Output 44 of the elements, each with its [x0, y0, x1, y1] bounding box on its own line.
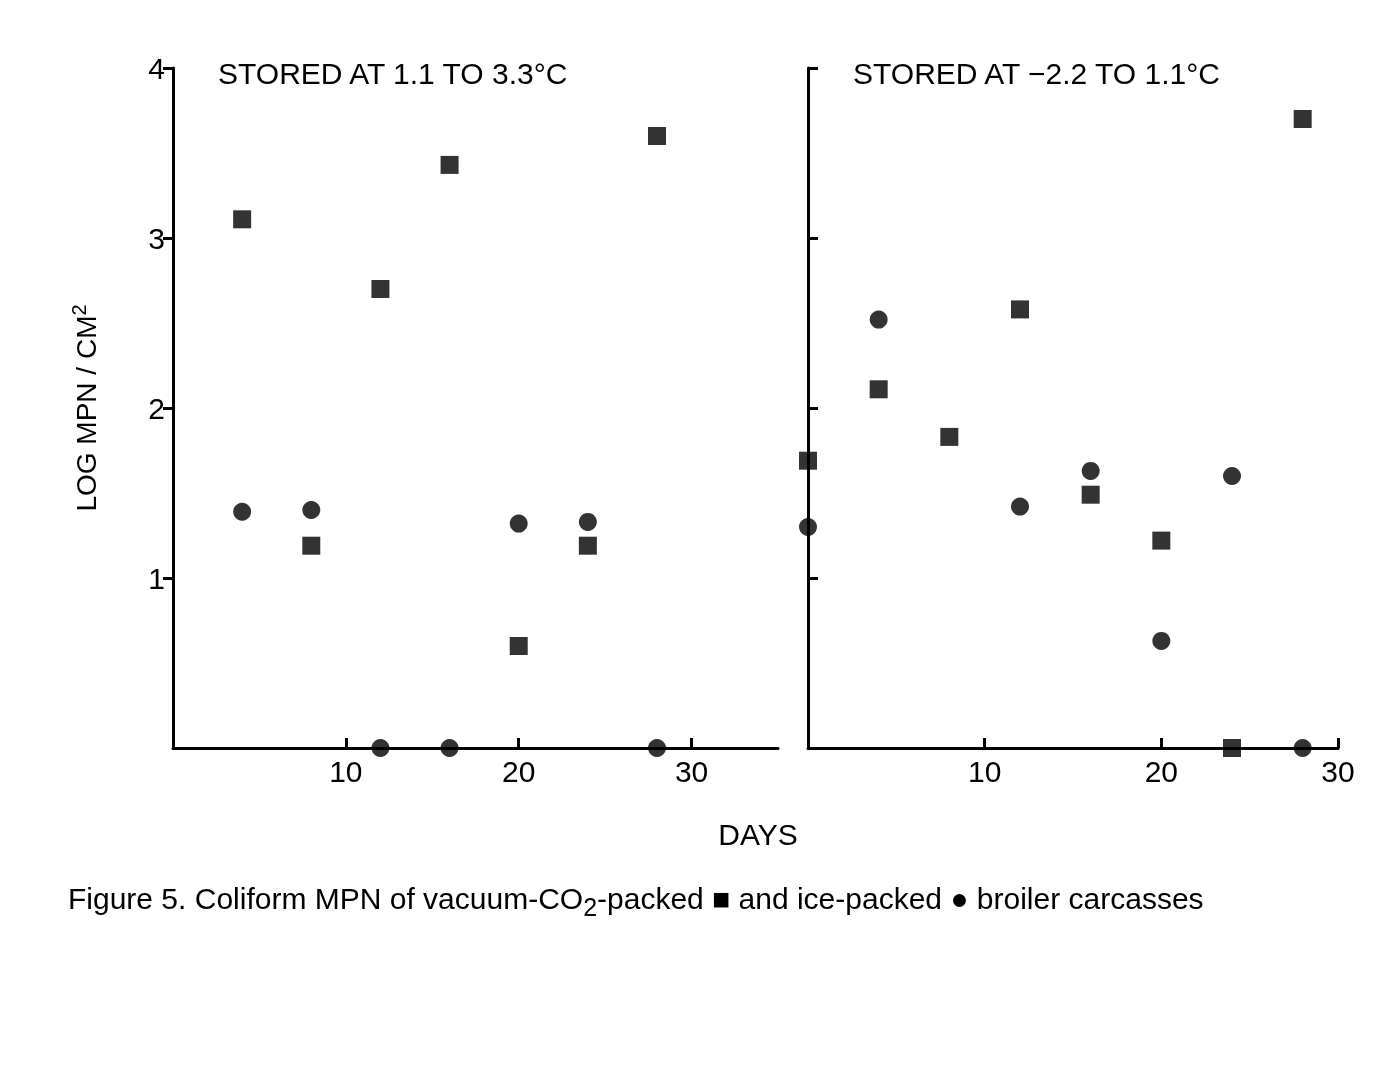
y-axis-title: LOG MPN / CM2 — [68, 304, 102, 512]
y-tick-label: 3 — [148, 221, 165, 255]
point — [371, 280, 390, 298]
point — [799, 518, 817, 536]
point — [1081, 485, 1100, 504]
point — [302, 536, 321, 555]
point — [1011, 497, 1029, 516]
y-tick-label: 1 — [148, 561, 165, 595]
y-tick-label: 2 — [148, 391, 165, 425]
point — [1152, 531, 1171, 550]
y-tick-label: 4 — [148, 51, 165, 85]
point — [1011, 300, 1029, 319]
point — [1152, 631, 1171, 650]
point — [940, 427, 959, 446]
point — [302, 501, 321, 519]
point — [578, 512, 597, 531]
x-tick-label: 10 — [329, 754, 363, 788]
point — [371, 739, 390, 757]
point — [233, 502, 252, 521]
point — [1081, 461, 1100, 480]
point — [869, 380, 888, 399]
x-axis-title: DAYS — [717, 818, 799, 852]
point — [1223, 739, 1241, 757]
point — [440, 155, 459, 174]
x-tick-label: 30 — [1321, 754, 1355, 788]
point — [869, 310, 888, 329]
point — [509, 637, 528, 655]
x-tick-label: 20 — [502, 754, 536, 788]
point — [799, 451, 817, 470]
x-tick-label: 20 — [1144, 754, 1179, 788]
chart-title: STORED AT −2.2 TO 1.1°C — [853, 56, 1220, 90]
point — [1293, 739, 1312, 757]
chart-title: STORED AT 1.1 TO 3.3°C — [218, 56, 568, 90]
x-tick-label: 10 — [967, 754, 1002, 788]
point — [233, 210, 252, 229]
point — [648, 127, 666, 145]
point — [1223, 467, 1241, 485]
point — [1293, 110, 1312, 128]
x-tick-label: 30 — [674, 754, 709, 788]
point — [578, 536, 597, 555]
caption: Figure 5. Coliform MPN of vacuum-CO$_{2}$-packed ■ and ice-packed ● broiler carcasses — [68, 882, 1205, 922]
point — [509, 514, 528, 533]
point — [648, 739, 666, 757]
point — [440, 739, 459, 757]
